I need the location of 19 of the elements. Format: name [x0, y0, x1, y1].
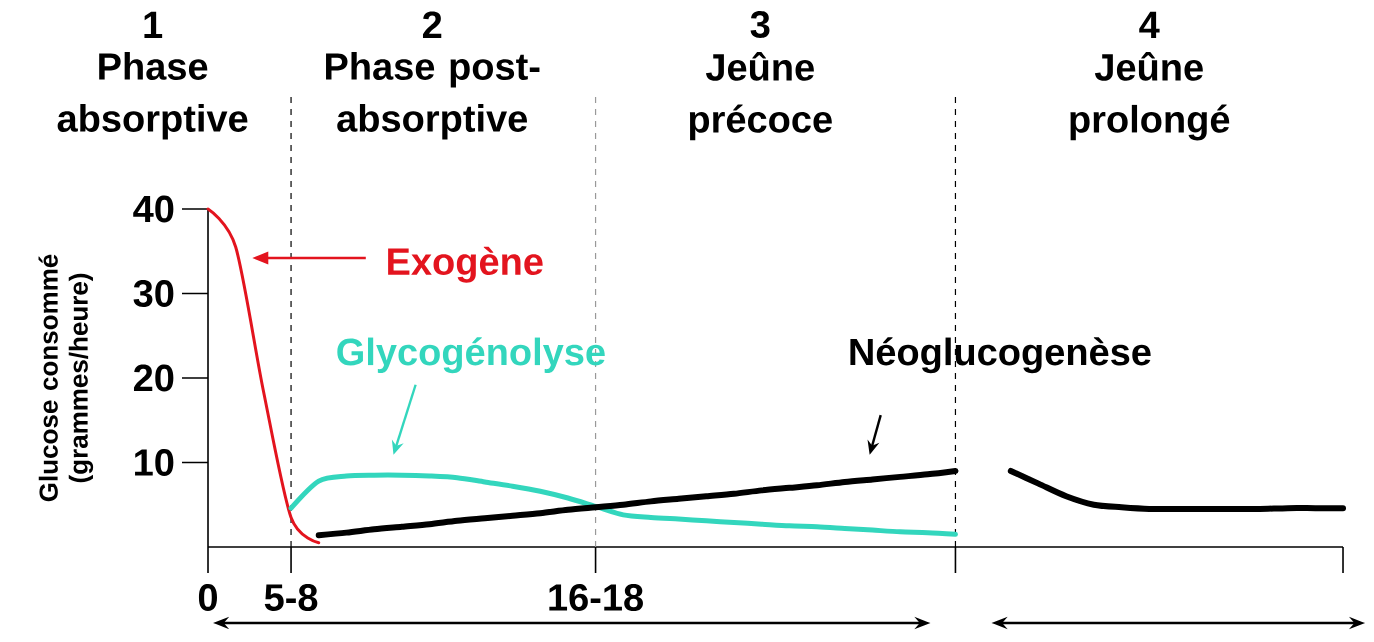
- y-tick-label: 10: [135, 449, 174, 476]
- y-tick-label: 40: [133, 195, 174, 223]
- x-tick-label: 5-8: [264, 584, 318, 611]
- y-axis-title: Glucose consommé (grammes/heure): [38, 254, 94, 502]
- text: Phase post-absorptive: [326, 52, 540, 140]
- text: Jeûne précoce: [689, 52, 832, 141]
- x-tick-label: 16-18: [549, 584, 643, 611]
- x-tick-label: 0: [198, 584, 218, 611]
- text: Glycogénolyse: [337, 337, 605, 374]
- text: 1: [144, 11, 163, 38]
- text: Néoglucogenèse: [850, 337, 1151, 374]
- y-tick-label: 30: [133, 280, 174, 307]
- text: 3: [750, 10, 770, 38]
- text: 4: [1139, 11, 1160, 38]
- legend-label: Exogène: [388, 246, 543, 283]
- text: Phase absorptive: [57, 52, 248, 140]
- text: Jeûne prolongé: [1070, 52, 1230, 141]
- y-tick-label: 20: [133, 364, 174, 392]
- text: 2: [422, 11, 442, 38]
